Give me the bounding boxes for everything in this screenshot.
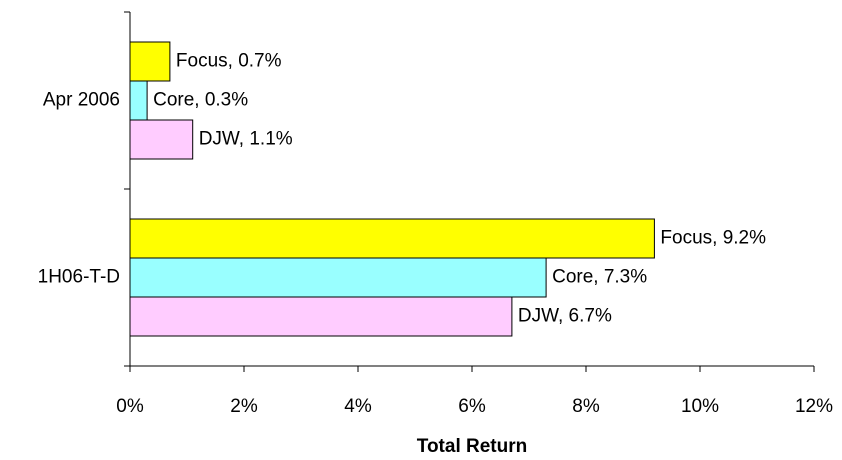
bar [129, 218, 655, 259]
bar [129, 41, 171, 82]
data-label: Core, 7.3% [552, 267, 647, 288]
x-tick-label: 8% [572, 396, 600, 417]
x-axis-label: Total Return [417, 436, 527, 457]
data-label: Focus, 0.7% [176, 51, 282, 72]
bar [129, 296, 513, 337]
bar [129, 119, 194, 160]
y-tick-label: Apr 2006 [43, 90, 120, 111]
data-label: DJW, 1.1% [199, 129, 293, 150]
data-label: DJW, 6.7% [518, 306, 612, 327]
data-label: Core, 0.3% [153, 90, 248, 111]
x-tick-label: 6% [458, 396, 486, 417]
x-tick-label: 12% [795, 396, 833, 417]
x-tick-label: 4% [344, 396, 372, 417]
x-tick-label: 2% [230, 396, 258, 417]
bar [129, 80, 148, 121]
x-tick-label: 0% [116, 396, 144, 417]
bar [129, 257, 547, 298]
y-tick-label: 1H06-T-D [38, 267, 120, 288]
data-label: Focus, 9.2% [660, 228, 766, 249]
x-tick-label: 10% [681, 396, 719, 417]
